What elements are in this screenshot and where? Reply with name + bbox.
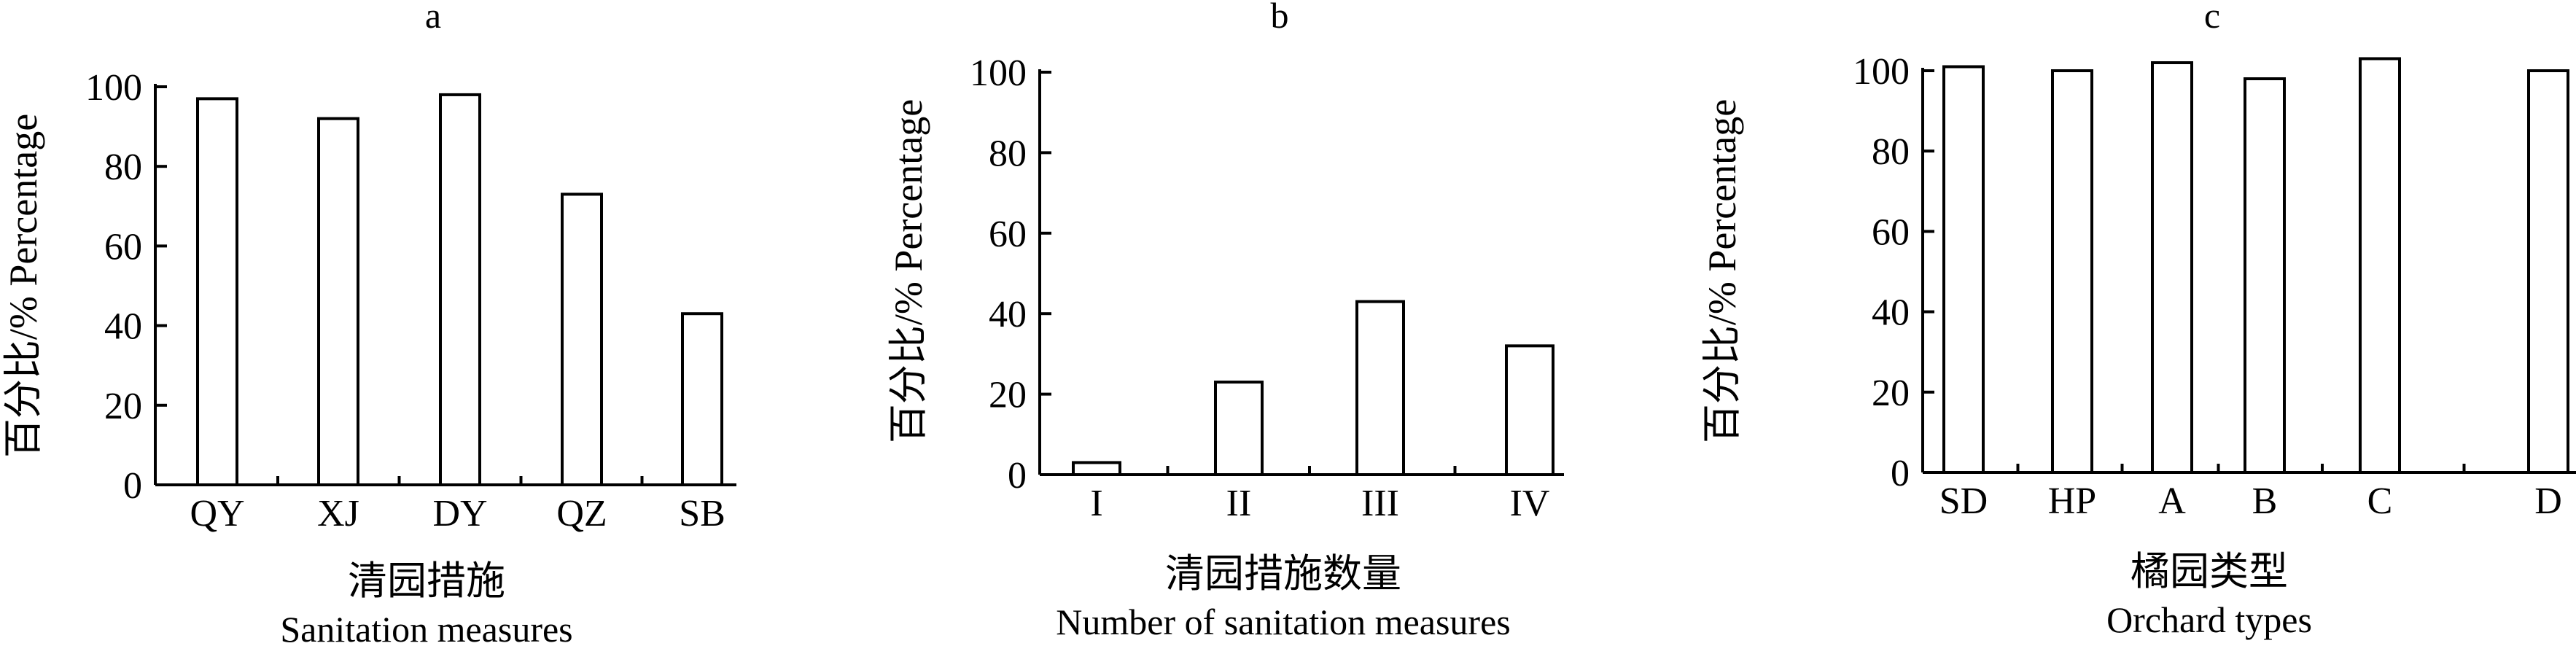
bar-III: [1355, 300, 1405, 477]
x-tick-label: DY: [432, 493, 487, 534]
y-tick-label: 100: [970, 52, 1027, 94]
x-axis-label-en: Orchard types: [2106, 599, 2312, 640]
bar-B: [2244, 77, 2286, 474]
x-tick-label: C: [2367, 480, 2393, 522]
y-tick-label: 80: [1872, 131, 1910, 173]
x-axis-label-cn: 清园措施数量: [1165, 552, 1401, 596]
panel-letter-a: a: [425, 0, 441, 36]
x-tick-label: B: [2252, 480, 2278, 522]
x-tick-label: I: [1090, 483, 1102, 524]
y-axis-label: 百分比/% Percentage: [1700, 99, 1744, 443]
x-tick-label: III: [1361, 483, 1399, 524]
x-axis-label-en: Number of sanitation measures: [1056, 602, 1510, 642]
bar-XJ: [317, 117, 359, 486]
y-tick-label: 40: [104, 306, 142, 348]
y-tick-label: 100: [1853, 51, 1910, 93]
bar-SB: [681, 312, 723, 486]
x-tick-label: QY: [190, 493, 244, 534]
x-tick-label: SB: [679, 493, 725, 534]
bar-SD: [1942, 65, 1985, 475]
y-tick-label: 80: [104, 147, 142, 188]
y-tick-label: 0: [1008, 455, 1027, 497]
x-axis-label-en: Sanitation measures: [280, 609, 572, 650]
bar-QY: [196, 97, 238, 486]
bar-DY: [439, 93, 481, 487]
y-tick-label: 40: [1872, 292, 1910, 334]
x-axis-label-cn: 橘园类型: [2131, 550, 2288, 593]
x-tick-label: HP: [2048, 480, 2096, 522]
y-tick-label: 0: [1891, 453, 1910, 494]
y-axis-label: 百分比/% Percentage: [1, 114, 45, 458]
bar-C: [2359, 57, 2401, 475]
panel-letter-b: b: [1271, 0, 1289, 36]
bar-D: [2527, 69, 2569, 474]
y-tick-label: 20: [104, 386, 142, 427]
y-tick-label: 20: [1872, 373, 1910, 414]
x-axis-label-cn: 清园措施: [348, 559, 505, 603]
bar-QZ: [561, 192, 603, 486]
x-tick-label: QZ: [556, 493, 607, 534]
bar-HP: [2051, 69, 2093, 474]
bar-II: [1214, 381, 1264, 476]
panel-letter-c: c: [2204, 0, 2220, 36]
y-tick-label: 40: [989, 294, 1027, 335]
y-tick-label: 100: [85, 67, 142, 109]
y-tick-label: 60: [1872, 211, 1910, 253]
y-tick-label: 0: [123, 465, 142, 507]
y-axis-label: 百分比/% Percentage: [887, 99, 930, 443]
y-tick-label: 60: [104, 226, 142, 268]
x-tick-label: II: [1226, 483, 1252, 524]
bar-A: [2151, 61, 2193, 475]
y-tick-label: 80: [989, 133, 1027, 174]
bar-IV: [1505, 344, 1554, 476]
y-tick-label: 60: [989, 214, 1027, 255]
y-tick-label: 20: [989, 375, 1027, 416]
x-tick-label: D: [2534, 480, 2562, 522]
bar-I: [1072, 461, 1121, 477]
x-tick-label: SD: [1939, 480, 1988, 522]
x-tick-label: XJ: [317, 493, 359, 534]
x-tick-label: IV: [1510, 483, 1550, 524]
x-tick-label: A: [2158, 480, 2186, 522]
